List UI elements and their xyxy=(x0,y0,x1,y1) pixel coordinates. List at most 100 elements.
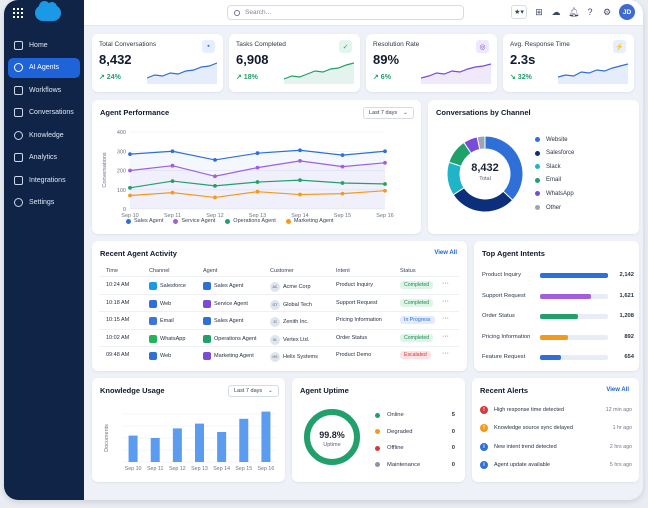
x-tick-label: Sep 13 xyxy=(249,213,266,219)
setup-icon[interactable]: ☁ xyxy=(551,6,561,17)
channel-row: Email892 xyxy=(535,175,643,186)
agent-label: Sales Agent xyxy=(214,318,244,325)
range-select[interactable]: Last 7 days ⌄ xyxy=(228,385,279,397)
intent-bar xyxy=(540,334,569,340)
legend-swatch xyxy=(535,177,540,183)
more-options-icon[interactable]: ··· xyxy=(442,350,449,358)
kpi-delta: ↗ 6% xyxy=(373,74,391,81)
legend-swatch xyxy=(535,164,540,170)
sidebar-item-analytics[interactable]: Analytics xyxy=(8,148,80,168)
table-row[interactable]: 10:24 AM Salesforce Sales Agent AC Acme Corp… xyxy=(99,276,459,293)
view-all-link[interactable]: View All xyxy=(434,250,457,256)
intent-value: 654 xyxy=(624,354,634,360)
kpi-title: Avg. Response Time xyxy=(510,41,570,48)
plus-icon[interactable]: ⊞ xyxy=(535,6,543,17)
y-tick-label: 400 xyxy=(117,130,126,136)
alerts-card: Recent Alerts View All ! High response ti… xyxy=(472,378,639,482)
robot-icon xyxy=(203,299,211,308)
chart-icon xyxy=(14,153,23,162)
y-axis-label: Documents xyxy=(104,424,110,452)
favorites-button[interactable]: ★▾ xyxy=(511,5,527,19)
bar xyxy=(150,438,160,462)
customer-avatar: AC xyxy=(270,282,280,292)
channel-name: WhatsApp xyxy=(546,190,574,197)
topbar: Search... ★▾ ⊞ ☁ 🔔︎ ? ⚙ JD xyxy=(84,0,643,26)
app-launcher-icon[interactable] xyxy=(13,8,23,18)
cell-time: 10:02 AM xyxy=(106,334,130,341)
status-badge: Escalated xyxy=(400,351,431,360)
more-options-icon[interactable]: ··· xyxy=(442,332,449,340)
sidebar-item-settings[interactable]: Settings xyxy=(8,193,80,213)
sidebar-item-label: AI Agents xyxy=(29,64,59,71)
alert-text: Agent update available xyxy=(494,462,550,468)
x-tick-label: Sep 14 xyxy=(291,213,308,219)
column-header: Intent xyxy=(336,268,350,274)
legend-swatch xyxy=(535,137,540,142)
kpi-delta: ↗ 24% xyxy=(99,74,121,81)
help-icon[interactable]: ? xyxy=(587,7,593,17)
status-dot xyxy=(375,429,380,434)
robot-icon xyxy=(203,317,211,326)
donut-slice xyxy=(476,135,486,151)
channel-name: Slack xyxy=(546,163,561,170)
intent-bar xyxy=(540,273,608,278)
intent-label: Feature Request xyxy=(482,354,526,360)
customer-label: Zenith Inc. xyxy=(283,319,309,326)
alert-row[interactable]: i Agent update available 5 hrs ago xyxy=(480,460,632,471)
data-point xyxy=(128,185,132,190)
view-all-link[interactable]: View All xyxy=(606,387,629,393)
more-options-icon[interactable]: ··· xyxy=(442,280,449,287)
agent-label: Operations Agent xyxy=(214,335,257,342)
column-header: Customer xyxy=(270,268,294,274)
channel-name: Email xyxy=(546,177,562,184)
range-select[interactable]: Last 7 days ⌄ xyxy=(363,107,414,119)
x-tick-label: Sep 16 xyxy=(258,466,275,472)
more-options-icon[interactable]: ··· xyxy=(442,315,449,323)
table-row[interactable]: 10:02 AM WhatsApp Operations Agent VL Vertex… xyxy=(99,328,459,346)
legend-item: Operations Agent xyxy=(225,218,276,224)
alert-row[interactable]: ! High response time detected 12 min ago xyxy=(480,404,632,415)
knowledge-card: Knowledge Usage Last 7 days ⌄ Sep 10 Sep … xyxy=(92,378,285,482)
sidebar-item-label: Workflows xyxy=(29,86,62,94)
table-row[interactable]: 10:15 AM Email Sales Agent ZI Zenith Inc. Pri… xyxy=(99,311,459,328)
search-input[interactable]: Search... xyxy=(227,5,464,20)
intent-bar xyxy=(540,355,561,360)
more-options-icon[interactable]: ··· xyxy=(442,297,449,305)
legend-swatch xyxy=(225,218,231,224)
salesforce-logo xyxy=(35,1,61,21)
cell-channel: Web xyxy=(149,352,171,361)
sparkline-line xyxy=(284,62,354,80)
sidebar-item-workflows[interactable]: Workflows xyxy=(8,80,80,100)
legend-label: Operations Agent xyxy=(233,218,276,224)
legend-swatch xyxy=(126,218,131,224)
sidebar-item-integrations[interactable]: Integrations xyxy=(8,170,80,190)
sidebar-item-home[interactable]: Home xyxy=(8,35,80,55)
data-point xyxy=(213,195,217,200)
table-row[interactable]: 09:48 AM Web Marketing Agent HS Helix System… xyxy=(99,346,459,363)
sidebar-item-conversations[interactable]: Conversations xyxy=(8,103,80,123)
x-tick-label: Sep 12 xyxy=(206,213,223,219)
robot-icon xyxy=(203,334,211,343)
channel-row: Salesforce2,416 xyxy=(535,148,643,159)
sidebar-item-ai-agents[interactable]: AI Agents xyxy=(8,57,80,78)
robot-icon xyxy=(203,352,211,361)
data-point xyxy=(383,188,387,193)
card-title: Top Agent Intents xyxy=(482,249,545,258)
alert-row[interactable]: i New intent trend detected 2 hrs ago xyxy=(480,441,632,452)
gear-icon[interactable]: ⚙ xyxy=(602,6,612,17)
uptime-row-value: 5 xyxy=(451,412,455,418)
alert-row[interactable]: ! Knowledge source sync delayed 1 hr ago xyxy=(480,423,632,434)
customer-label: Global Tech xyxy=(283,301,312,308)
activity-card: Recent Agent Activity View All Time Chann… xyxy=(92,241,467,371)
avatar[interactable]: JD xyxy=(619,4,635,20)
sidebar-item-knowledge[interactable]: Knowledge xyxy=(8,125,80,145)
home-icon xyxy=(14,40,23,50)
legend-item: Service Agent xyxy=(173,218,215,224)
data-point xyxy=(383,149,387,154)
kpi-delta: ↗ 18% xyxy=(236,74,258,81)
table-row[interactable]: 10:18 AM Web Service Agent GT Global Tech Sup… xyxy=(99,293,459,311)
kpi-title: Total Conversations xyxy=(99,41,157,48)
cell-time: 09:48 AM xyxy=(106,352,130,359)
bell-icon[interactable]: 🔔︎ xyxy=(568,6,580,17)
data-point xyxy=(213,184,217,188)
